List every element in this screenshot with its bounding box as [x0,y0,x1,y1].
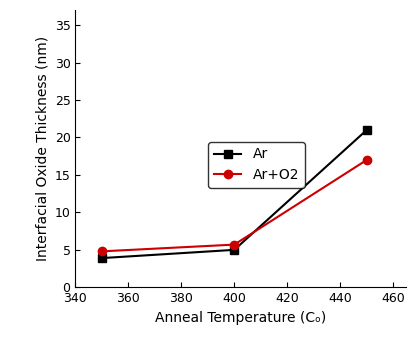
Ar+O2 [232,243,237,247]
Legend: Ar, Ar+O2: Ar, Ar+O2 [208,142,305,188]
Ar+O2 [99,249,104,254]
Ar+O2 [364,158,369,162]
Ar [232,248,237,252]
Line: Ar: Ar [98,126,371,262]
X-axis label: Anneal Temperature (Cₒ): Anneal Temperature (Cₒ) [155,311,326,325]
Y-axis label: Interfacial Oxide Thickness (nm): Interfacial Oxide Thickness (nm) [35,36,49,261]
Line: Ar+O2: Ar+O2 [98,156,371,256]
Ar [99,256,104,260]
Ar [364,128,369,132]
